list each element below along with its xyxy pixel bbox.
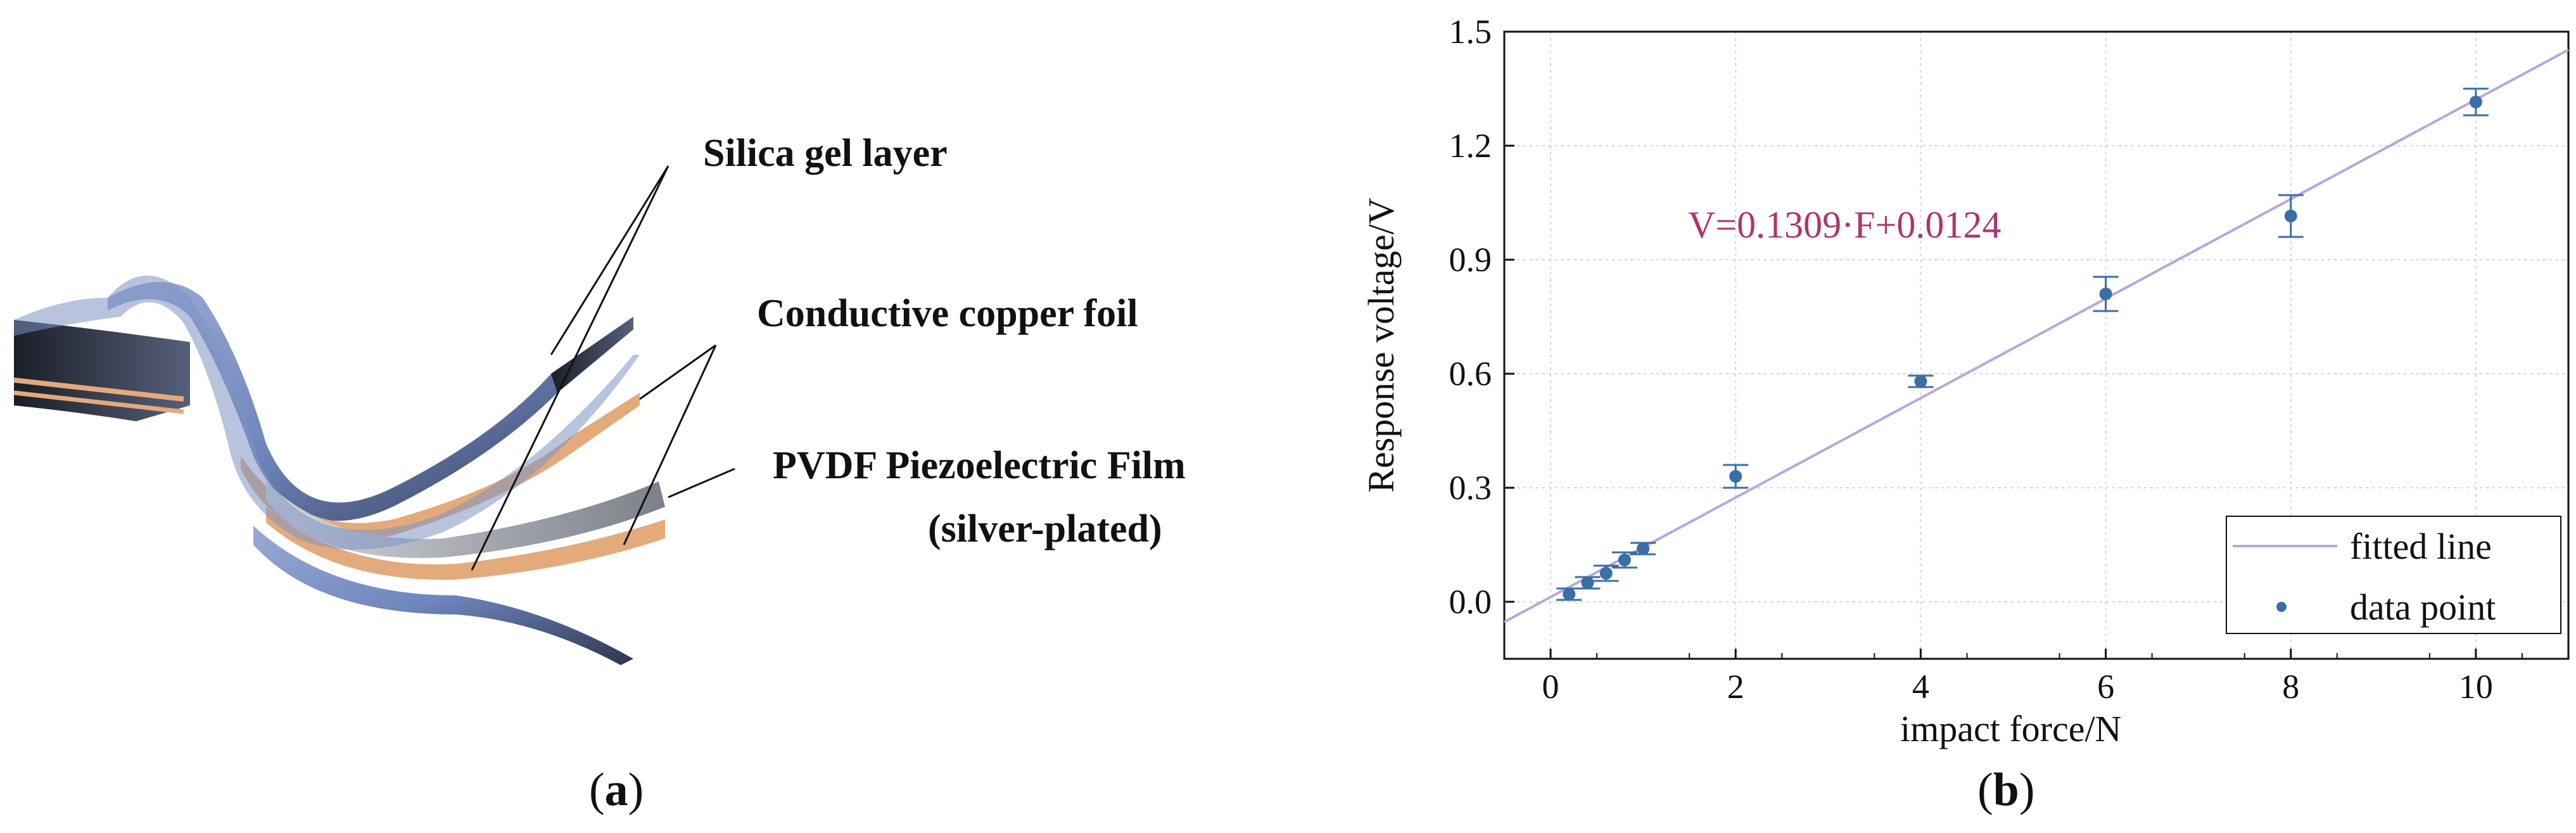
label-pvdf-film-line1: PVDF Piezoelectric Film: [773, 444, 1186, 487]
fitted-line: [1504, 48, 2569, 623]
data-point: [2284, 210, 2297, 222]
data-point: [2469, 96, 2482, 108]
x-tick-label: 8: [2282, 668, 2299, 706]
x-axis-label: impact force/N: [1900, 708, 2121, 749]
tick-layer: 0 2 4 6 8 10 0.0 0.3 0.6 0.9 1.2 1.5: [1449, 13, 2523, 706]
leader-line-pvdf: [668, 467, 735, 499]
x-tick-label: 0: [1542, 668, 1559, 706]
legend-data-point-label: data point: [2350, 587, 2496, 628]
leader-line-silica: [471, 165, 669, 571]
x-tick-label: 4: [1912, 668, 1929, 706]
data-point: [1729, 470, 1742, 483]
label-conductive-copper-foil: Conductive copper foil: [757, 292, 1138, 335]
y-tick-label: 0.9: [1449, 241, 1492, 279]
legend-box: [2226, 516, 2561, 634]
layered-structure-illustration: Silica gel layer Conductive copper foil …: [13, 132, 1186, 665]
x-tick-label: 10: [2459, 668, 2493, 706]
y-tick-label: 1.2: [1449, 127, 1492, 165]
fitted-line-layer: [1504, 48, 2569, 623]
substrate-sheet: [253, 526, 633, 665]
data-point: [1599, 567, 1613, 580]
plot-frame: [1503, 30, 2570, 660]
stack-edge: [14, 320, 190, 421]
panel-a: Silica gel layer Conductive copper foil …: [13, 132, 1186, 816]
label-silica-gel-layer: Silica gel layer: [703, 132, 948, 175]
data-point: [1581, 576, 1594, 589]
x-tick-label: 2: [1727, 668, 1744, 706]
x-tick-label: 6: [2097, 668, 2114, 706]
legend: fitted line data point: [2226, 516, 2561, 634]
legend-data-point-swatch: [2276, 602, 2287, 612]
y-axis-label: Response voltage/V: [1361, 198, 1402, 493]
data-point: [1563, 588, 1576, 601]
label-pvdf-film-line2: (silver-plated): [928, 507, 1162, 550]
panel-a-caption: (a): [589, 764, 644, 816]
y-tick-label: 0.3: [1449, 469, 1492, 507]
data-point: [1618, 554, 1631, 566]
silica-gel-sheet: [108, 282, 633, 521]
response-voltage-chart: 0 2 4 6 8 10 0.0 0.3 0.6 0.9 1.2 1.5 V=0.1309·F+0.0…: [1361, 13, 2570, 749]
data-point: [1637, 542, 1650, 555]
data-point: [1914, 375, 1927, 388]
y-tick-label: 0.6: [1449, 355, 1492, 393]
data-point-layer: [1556, 87, 2489, 601]
fit-equation: V=0.1309·F+0.0124: [1688, 204, 2001, 246]
copper-foil-sheet: [241, 393, 640, 540]
y-tick-label: 1.5: [1449, 13, 1492, 51]
data-point: [2099, 288, 2112, 300]
panel-b-caption: (b): [1977, 764, 2035, 816]
legend-fitted-line-label: fitted line: [2350, 526, 2492, 567]
y-tick-label: 0.0: [1449, 583, 1492, 621]
leader-line-copper: [639, 344, 716, 400]
panel-b: 0 2 4 6 8 10 0.0 0.3 0.6 0.9 1.2 1.5 V=0.1309·F+0.0…: [1330, 0, 2576, 830]
